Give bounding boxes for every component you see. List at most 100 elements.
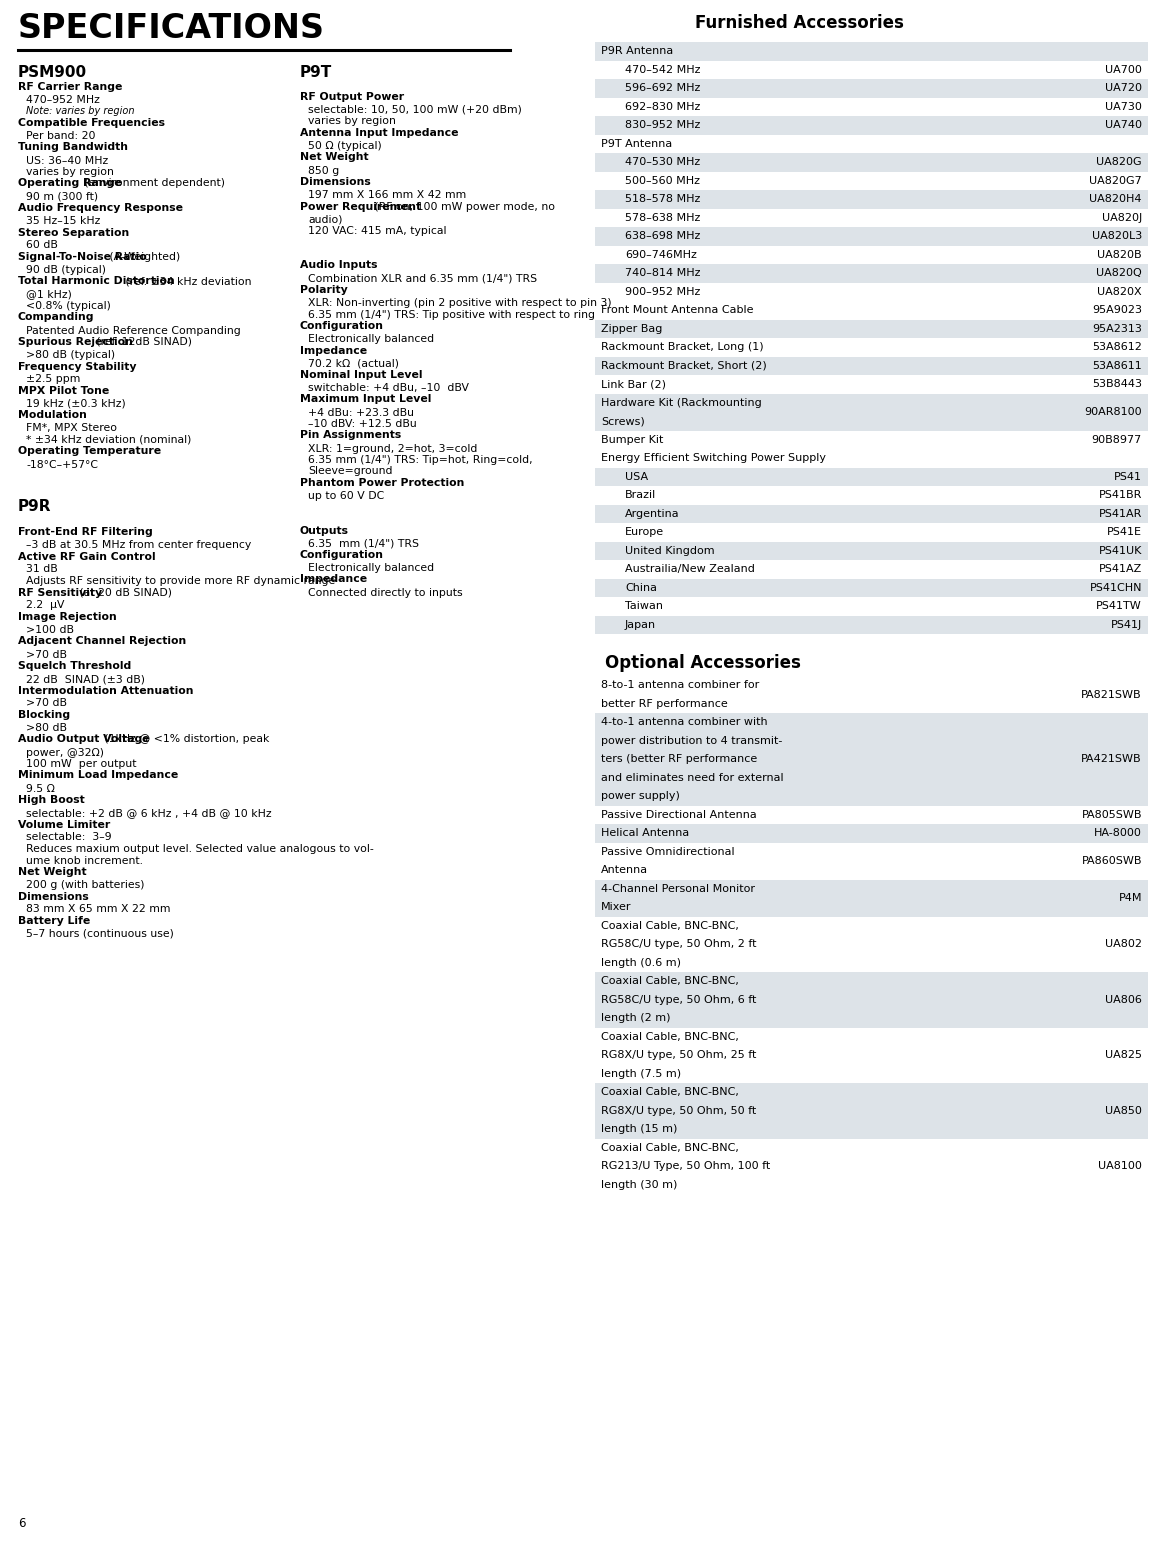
Text: Patented Audio Reference Companding: Patented Audio Reference Companding (26, 326, 241, 335)
Text: 470–952 MHz: 470–952 MHz (26, 95, 100, 106)
Text: 90AR8100: 90AR8100 (1085, 407, 1141, 417)
Text: 900–952 MHz: 900–952 MHz (625, 287, 701, 296)
Bar (595, 560, 1148, 579)
Text: UA806: UA806 (1105, 995, 1141, 1004)
Text: Note: varies by region: Note: varies by region (26, 107, 135, 116)
Text: length (0.6 m): length (0.6 m) (601, 958, 681, 968)
Text: P9T: P9T (300, 65, 332, 81)
Text: 690–746MHz: 690–746MHz (625, 250, 697, 259)
Text: Passive Omnidirectional: Passive Omnidirectional (601, 847, 734, 857)
Text: Screws): Screws) (601, 416, 645, 427)
Text: UA820H4: UA820H4 (1089, 194, 1141, 205)
Text: 53A8611: 53A8611 (1093, 360, 1141, 371)
Bar (595, 376, 1148, 394)
Text: PS41E: PS41E (1107, 528, 1141, 537)
Text: (ref. ±34 kHz deviation: (ref. ±34 kHz deviation (122, 276, 252, 287)
Text: PS41J: PS41J (1111, 619, 1141, 630)
Text: length (2 m): length (2 m) (601, 1013, 670, 1023)
Text: 197 mm X 166 mm X 42 mm: 197 mm X 166 mm X 42 mm (309, 189, 466, 200)
Text: selectable: 10, 50, 100 mW (+20 dBm): selectable: 10, 50, 100 mW (+20 dBm) (309, 106, 522, 115)
Text: Minimum Load Impedance: Minimum Load Impedance (19, 770, 179, 781)
Text: Coaxial Cable, BNC-BNC,: Coaxial Cable, BNC-BNC, (601, 976, 739, 986)
Text: UA740: UA740 (1105, 120, 1141, 130)
Bar (595, 449, 1148, 467)
Text: length (7.5 m): length (7.5 m) (601, 1069, 681, 1079)
Bar (595, 467, 1148, 486)
Text: Mixer: Mixer (601, 902, 631, 913)
Text: Compatible Frequencies: Compatible Frequencies (19, 118, 165, 127)
Text: 638–698 MHz: 638–698 MHz (625, 231, 701, 241)
Text: 22 dB  SINAD (±3 dB): 22 dB SINAD (±3 dB) (26, 674, 145, 684)
Text: USA: USA (625, 472, 648, 481)
Bar (595, 712, 1148, 805)
Text: 70.2 kΩ  (actual): 70.2 kΩ (actual) (309, 359, 399, 368)
Text: Electronically balanced: Electronically balanced (309, 563, 434, 573)
Text: Front-End RF Filtering: Front-End RF Filtering (19, 528, 153, 537)
Bar (595, 616, 1148, 635)
Text: 83 mm X 65 mm X 22 mm: 83 mm X 65 mm X 22 mm (26, 905, 171, 914)
Text: SPECIFICATIONS: SPECIFICATIONS (19, 12, 325, 45)
Text: ume knob increment.: ume knob increment. (26, 855, 143, 866)
Text: UA8100: UA8100 (1099, 1161, 1141, 1172)
Text: XLR: Non-inverting (pin 2 positive with respect to pin 3): XLR: Non-inverting (pin 2 positive with … (309, 298, 611, 307)
Bar (595, 42, 1148, 61)
Text: Signal-To-Noise Ratio: Signal-To-Noise Ratio (19, 251, 147, 262)
Text: 596–692 MHz: 596–692 MHz (625, 84, 701, 93)
Text: Intermodulation Attenuation: Intermodulation Attenuation (19, 686, 194, 695)
Text: up to 60 V DC: up to 60 V DC (309, 490, 384, 501)
Text: Coaxial Cable, BNC-BNC,: Coaxial Cable, BNC-BNC, (601, 1032, 739, 1041)
Text: 850 g: 850 g (309, 166, 339, 175)
Text: UA850: UA850 (1105, 1105, 1141, 1116)
Text: >80 dB (typical): >80 dB (typical) (26, 351, 115, 360)
Text: Maximum Input Level: Maximum Input Level (300, 394, 432, 405)
Text: 90 dB (typical): 90 dB (typical) (26, 265, 106, 275)
Text: Brazil: Brazil (625, 490, 657, 500)
Text: Dimensions: Dimensions (300, 177, 371, 186)
Bar (595, 357, 1148, 376)
Text: Operating Range: Operating Range (19, 178, 122, 188)
Text: 4-Channel Personal Monitor: 4-Channel Personal Monitor (601, 883, 755, 894)
Text: UA820L3: UA820L3 (1092, 231, 1141, 241)
Text: PS41AZ: PS41AZ (1099, 565, 1141, 574)
Text: Frequency Stability: Frequency Stability (19, 362, 137, 371)
Text: RG8X/U type, 50 Ohm, 25 ft: RG8X/U type, 50 Ohm, 25 ft (601, 1051, 756, 1060)
Text: UA820B: UA820B (1097, 250, 1141, 259)
Text: PS41AR: PS41AR (1099, 509, 1141, 518)
Bar (595, 1083, 1148, 1139)
Text: length (15 m): length (15 m) (601, 1124, 677, 1135)
Text: Helical Antenna: Helical Antenna (601, 829, 689, 838)
Text: Outputs: Outputs (300, 526, 349, 535)
Text: Zipper Bag: Zipper Bag (601, 324, 662, 334)
Text: 500–560 MHz: 500–560 MHz (625, 175, 699, 186)
Bar (595, 135, 1148, 154)
Text: P9T Antenna: P9T Antenna (601, 138, 673, 149)
Text: Power Requirement: Power Requirement (300, 202, 421, 211)
Text: better RF performance: better RF performance (601, 698, 727, 709)
Text: 692–830 MHz: 692–830 MHz (625, 102, 701, 112)
Text: 35 Hz–15 kHz: 35 Hz–15 kHz (26, 216, 101, 227)
Bar (595, 338, 1148, 357)
Text: P4M: P4M (1118, 892, 1141, 903)
Text: United Kingdom: United Kingdom (625, 546, 715, 556)
Bar (595, 843, 1148, 880)
Text: 200 g (with batteries): 200 g (with batteries) (26, 880, 145, 889)
Text: Combination XLR and 6.35 mm (1/4") TRS: Combination XLR and 6.35 mm (1/4") TRS (309, 273, 537, 284)
Bar (595, 282, 1148, 301)
Text: * ±34 kHz deviation (nominal): * ±34 kHz deviation (nominal) (26, 435, 191, 445)
Bar (595, 430, 1148, 449)
Text: RG8X/U type, 50 Ohm, 50 ft: RG8X/U type, 50 Ohm, 50 ft (601, 1105, 756, 1116)
Text: Optional Accessories: Optional Accessories (606, 653, 800, 672)
Text: Companding: Companding (19, 312, 94, 323)
Text: Polarity: Polarity (300, 286, 348, 295)
Bar (595, 805, 1148, 824)
Text: varies by region: varies by region (26, 168, 114, 177)
Text: Net Weight: Net Weight (300, 152, 369, 163)
Text: -18°C–+57°C: -18°C–+57°C (26, 459, 97, 470)
Text: Volume Limiter: Volume Limiter (19, 819, 110, 829)
Text: HA-8000: HA-8000 (1094, 829, 1141, 838)
Text: –10 dBV: +12.5 dBu: –10 dBV: +12.5 dBu (309, 419, 416, 428)
Text: UA730: UA730 (1105, 102, 1141, 112)
Text: +4 dBu: +23.3 dBu: +4 dBu: +23.3 dBu (309, 408, 414, 417)
Text: ters (better RF performance: ters (better RF performance (601, 754, 757, 764)
Bar (595, 79, 1148, 98)
